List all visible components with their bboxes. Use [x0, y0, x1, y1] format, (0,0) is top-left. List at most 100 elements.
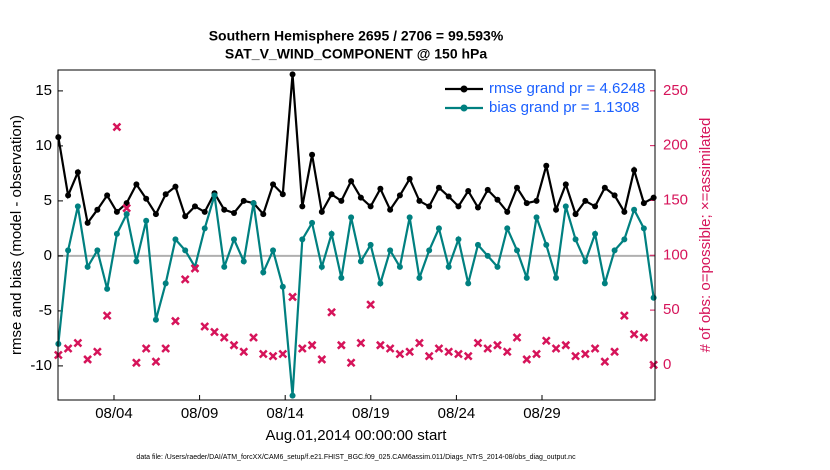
obs-marker [375, 340, 385, 350]
obs-marker [83, 355, 93, 364]
chart-subtitle: SAT_V_WIND_COMPONENT @ 150 hPa [225, 46, 488, 62]
point [104, 192, 111, 199]
point [74, 203, 81, 210]
point [484, 186, 491, 193]
point [172, 183, 179, 190]
point [133, 181, 140, 188]
obs-marker [278, 349, 288, 359]
point [201, 208, 208, 215]
obs-marker [522, 355, 532, 364]
point [318, 263, 325, 270]
point [299, 203, 306, 210]
series-line [57, 195, 655, 396]
obs-marker [297, 344, 307, 353]
point [152, 316, 159, 323]
point [465, 280, 472, 287]
obs-marker [161, 344, 171, 353]
obs-marker [102, 311, 112, 320]
x-axis-label: Aug.01,2014 00:00:00 start [266, 427, 448, 444]
point [474, 241, 481, 248]
point [611, 192, 618, 199]
obs-marker [600, 357, 610, 367]
obs-marker [219, 333, 229, 342]
point [309, 219, 316, 226]
point [191, 203, 198, 210]
point [348, 214, 355, 221]
legend-label: rmse grand pr = 4.6248 [489, 80, 645, 97]
point [445, 263, 452, 270]
point [104, 285, 111, 292]
legend-marker [460, 104, 468, 112]
obs-marker [454, 349, 463, 359]
obs-marker [619, 311, 629, 320]
y-tick-label: -5 [39, 302, 52, 319]
point [435, 225, 442, 232]
point [650, 194, 657, 201]
point [172, 236, 179, 243]
x-tick-label: 08/24 [438, 405, 476, 422]
point [94, 247, 101, 254]
point [221, 263, 228, 270]
point [621, 208, 628, 215]
obs-marker [551, 344, 561, 353]
obs-marker [561, 340, 571, 350]
point [640, 200, 647, 207]
x-tick-label: 08/19 [352, 405, 390, 422]
point [240, 258, 247, 265]
point [279, 283, 286, 290]
point [387, 206, 394, 213]
point [562, 181, 569, 188]
point [455, 203, 462, 210]
point [455, 236, 462, 243]
obs-marker [610, 347, 619, 357]
point [357, 258, 364, 265]
point [182, 213, 189, 220]
obs-marker [239, 347, 249, 357]
point [270, 247, 277, 254]
point [553, 274, 560, 281]
obs-marker [171, 316, 180, 326]
point [270, 181, 277, 188]
point [494, 196, 501, 203]
obs-marker [571, 351, 580, 361]
obs-marker [424, 351, 434, 361]
point [162, 280, 169, 287]
y2-tick-label: 200 [663, 137, 688, 154]
obs-marker [532, 349, 541, 359]
legend-label: bias grand pr = 1.1308 [489, 99, 640, 116]
point [338, 274, 345, 281]
point [592, 230, 599, 237]
y2-tick-label: 150 [663, 191, 688, 208]
point [299, 236, 306, 243]
point [367, 203, 374, 210]
y-tick-label: 0 [44, 247, 52, 264]
point [445, 193, 452, 200]
point [514, 184, 521, 191]
point [416, 197, 423, 204]
obs-marker [336, 340, 346, 350]
point [543, 162, 550, 169]
point [318, 208, 325, 215]
point [523, 274, 530, 281]
obs-marker [473, 338, 483, 348]
point [143, 217, 150, 224]
obs-marker [180, 275, 190, 284]
point [377, 280, 384, 287]
point [562, 203, 569, 210]
point [123, 200, 130, 207]
point [289, 71, 296, 78]
point [113, 230, 120, 237]
y2-tick-label: 50 [663, 301, 680, 318]
point [514, 247, 521, 254]
obs-marker [288, 292, 297, 302]
point [289, 392, 296, 399]
point [231, 210, 238, 216]
point [231, 236, 238, 243]
obs-marker [434, 344, 444, 353]
obs-marker [385, 344, 395, 353]
point [582, 197, 589, 204]
y-tick-label: 5 [44, 192, 52, 209]
point [523, 200, 530, 207]
